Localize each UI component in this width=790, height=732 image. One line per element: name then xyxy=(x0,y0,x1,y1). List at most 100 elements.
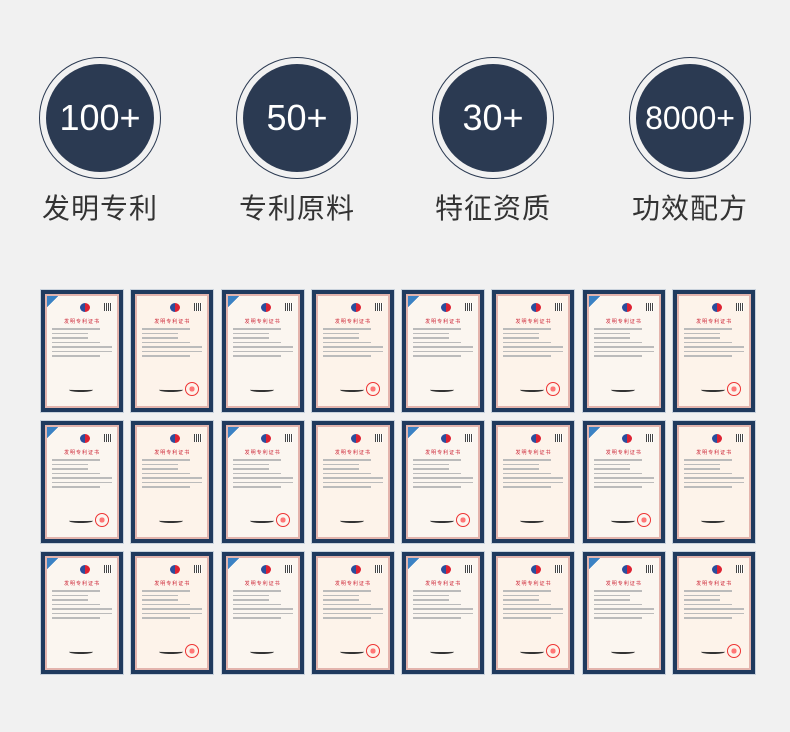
qr-code-icon xyxy=(194,565,203,573)
text-line xyxy=(232,341,281,343)
certificate-title: 发明专利证书 xyxy=(425,319,462,325)
certificate-paper: 发明专利证书 xyxy=(406,556,481,670)
patent-logo-icon xyxy=(350,565,361,574)
text-line xyxy=(322,612,383,614)
text-line xyxy=(232,594,269,596)
seal-icon xyxy=(546,644,561,658)
text-line xyxy=(503,603,552,605)
signature xyxy=(520,386,545,392)
patent-logo-icon xyxy=(350,434,361,443)
certificate-paper: 发明专利证书 xyxy=(586,294,661,408)
certificate-title: 发明专利证书 xyxy=(63,450,100,456)
text-line xyxy=(232,612,293,614)
text-line xyxy=(142,328,191,330)
stat-value: 8000+ xyxy=(636,64,744,172)
stat-value: 50+ xyxy=(243,64,351,172)
stat-ingredients: 50+ 专利原料 xyxy=(217,57,377,227)
text-line xyxy=(232,599,269,601)
text-line xyxy=(593,355,642,357)
text-line xyxy=(413,477,474,479)
text-line xyxy=(142,594,179,596)
certificate-title: 发明专利证书 xyxy=(515,450,552,456)
text-line xyxy=(52,346,112,348)
patent-logo-icon xyxy=(80,303,90,312)
qr-code-icon xyxy=(645,565,654,573)
text-line xyxy=(413,603,462,605)
text-line xyxy=(52,472,100,474)
signature xyxy=(430,386,455,392)
patent-certificate: 发明专利证书 xyxy=(41,290,123,412)
patent-certificate: 发明专利证书 xyxy=(221,421,304,543)
certificate-paper: 发明专利证书 xyxy=(315,294,390,408)
stat-label: 特征资质 xyxy=(434,192,551,225)
stat-circle: 50+ xyxy=(236,57,358,179)
patent-logo-icon xyxy=(441,303,452,312)
text-line xyxy=(413,341,462,343)
text-line xyxy=(322,346,383,348)
text-line xyxy=(142,341,191,343)
text-line xyxy=(413,337,450,339)
certificate-paper: 发明专利证书 xyxy=(406,294,481,408)
text-line xyxy=(413,472,462,474)
stat-value: 100+ xyxy=(46,64,154,172)
certificate-paper: 发明专利证书 xyxy=(315,556,390,670)
certificate-paper: 发明专利证书 xyxy=(677,556,752,670)
text-line xyxy=(322,337,359,339)
certificate-paper: 发明专利证书 xyxy=(586,425,661,539)
text-line xyxy=(593,332,630,334)
qr-code-icon xyxy=(465,303,474,311)
text-line xyxy=(684,337,721,339)
patent-logo-icon xyxy=(441,434,452,443)
text-line xyxy=(593,459,642,461)
certificate-paper: 发明专利证书 xyxy=(677,425,752,539)
text-line xyxy=(684,346,745,348)
certificate-title: 发明专利证书 xyxy=(696,581,733,587)
qr-code-icon xyxy=(736,434,745,442)
patent-logo-icon xyxy=(80,565,90,574)
text-line xyxy=(503,481,564,483)
certificate-paper: 发明专利证书 xyxy=(225,556,300,670)
text-line xyxy=(322,617,371,619)
text-line xyxy=(322,328,371,330)
text-line xyxy=(593,608,654,610)
qr-code-icon xyxy=(555,434,564,442)
text-line xyxy=(322,332,359,334)
text-line xyxy=(413,350,474,352)
patent-logo-icon xyxy=(531,303,542,312)
stat-label: 功效配方 xyxy=(631,192,748,225)
text-line xyxy=(142,346,203,348)
qr-code-icon xyxy=(555,565,564,573)
text-line xyxy=(232,477,293,479)
certificate-title: 发明专利证书 xyxy=(154,450,191,456)
certificate-paper: 发明专利证书 xyxy=(496,556,571,670)
text-line xyxy=(593,481,654,483)
text-line xyxy=(503,328,552,330)
text-line xyxy=(322,459,371,461)
text-line xyxy=(232,603,281,605)
signature xyxy=(69,386,93,392)
text-line xyxy=(142,350,203,352)
corner-ribbon xyxy=(408,427,423,441)
certificate-title: 发明专利证书 xyxy=(154,319,191,325)
text-line xyxy=(142,608,203,610)
text-line xyxy=(232,486,281,488)
patent-certificate: 发明专利证书 xyxy=(402,552,485,674)
text-line xyxy=(52,603,100,605)
text-line xyxy=(413,612,474,614)
text-line xyxy=(684,594,721,596)
patent-certificate: 发明专利证书 xyxy=(582,552,665,674)
qr-code-icon xyxy=(194,434,203,442)
text-line xyxy=(232,481,293,483)
text-line xyxy=(142,477,203,479)
qr-code-icon xyxy=(194,303,203,311)
signature xyxy=(159,386,184,392)
certificate-title: 发明专利证书 xyxy=(515,581,552,587)
text-line xyxy=(52,477,112,479)
text-line xyxy=(684,603,733,605)
text-line xyxy=(503,617,552,619)
qr-code-icon xyxy=(465,434,474,442)
text-line xyxy=(232,332,269,334)
certificate-title: 发明专利证书 xyxy=(605,581,642,587)
text-line xyxy=(142,603,191,605)
seal-icon xyxy=(727,644,742,658)
